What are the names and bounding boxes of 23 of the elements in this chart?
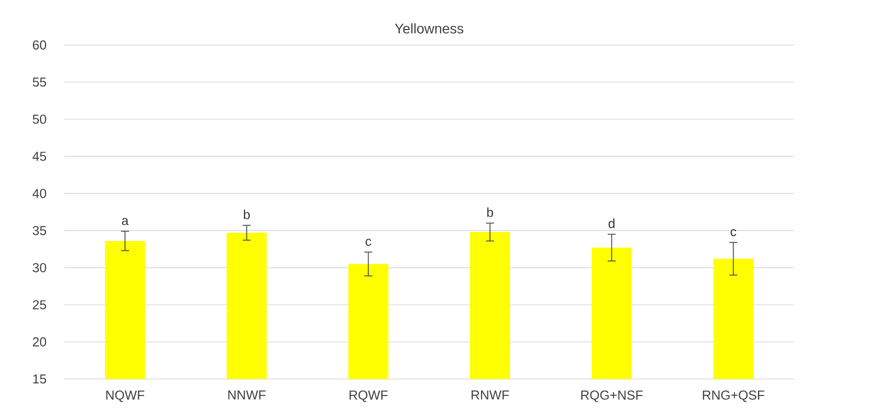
y-tick-label: 15 [33,374,46,384]
annotation: d [608,218,614,228]
x-tick-label: RQWF [350,390,388,402]
x-tick-label: RNG+QSF [702,390,764,402]
x-tick-label: NQWF [106,390,144,402]
annotation: c [366,238,372,246]
y-tick-label: 25 [32,300,46,310]
y-tick-label: 35 [32,226,46,236]
x-tick-label: RQG+NSF [581,390,643,402]
y-tick-label: 40 [32,188,46,198]
annotation: b [244,210,250,220]
x-tick-label: NNWF [228,390,266,400]
annotation: b [487,207,494,217]
y-tick-label: 30 [32,263,46,272]
x-tick-label: RNWF [472,390,509,400]
annotation: c [730,229,736,236]
y-tick-label: 55 [32,78,46,87]
chart-title: Yellowness [394,23,464,34]
y-tick-label: 60 [32,40,46,50]
annotation: a [122,218,129,226]
y-tick-label: 20 [32,337,46,346]
y-tick-label: 45 [32,152,46,161]
y-tick-label: 50 [32,114,46,124]
